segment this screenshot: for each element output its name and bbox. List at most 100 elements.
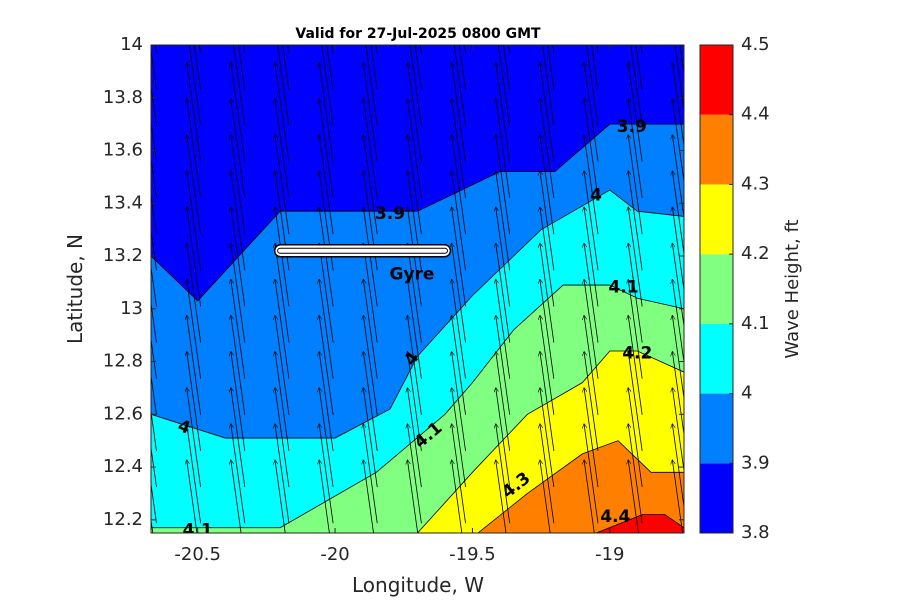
- wind-arrow: [363, 63, 378, 162]
- colorbar-band: [700, 393, 733, 464]
- wind-arrow: [407, 388, 422, 488]
- wind-arrow: [496, 424, 511, 524]
- contour-label: 3.9: [617, 117, 647, 137]
- wind-arrow: [187, 135, 202, 235]
- wind-arrow: [319, 424, 334, 524]
- y-tick-label: 12.2: [103, 509, 143, 530]
- wind-arrow: [363, 279, 378, 379]
- wind-arrow: [319, 279, 334, 379]
- wind-arrow: [452, 171, 466, 271]
- wind-arrow: [452, 460, 463, 533]
- wind-arrow: [151, 445, 157, 488]
- wind-arrow: [275, 388, 290, 488]
- wind-arrow: [584, 316, 599, 415]
- wind-arrow: [584, 388, 599, 488]
- contour-line-4.2: [417, 350, 684, 533]
- wind-arrow: [496, 388, 511, 488]
- wind-arrow: [231, 388, 246, 488]
- gyre-marker: [273, 244, 452, 258]
- wind-arrow: [584, 279, 599, 379]
- wind-arrow: [452, 207, 466, 307]
- y-tick-label: 13.4: [103, 192, 143, 213]
- wind-arrow: [540, 207, 555, 307]
- wind-arrow: [628, 279, 643, 379]
- wind-arrow: [452, 279, 466, 379]
- wind-arrow: [151, 192, 157, 235]
- colorbar-tick-label: 4.3: [741, 173, 770, 194]
- wind-arrow: [628, 243, 643, 343]
- wind-arrow: [275, 460, 286, 533]
- y-axis: 12.2 12.4 12.6 12.8 13 13.2 13.4 13.6 13.8 14: [103, 34, 684, 530]
- x-tick-label: -20.5: [174, 544, 221, 565]
- colorbar-tick-label: 4.4: [741, 104, 770, 125]
- wind-arrow: [363, 352, 378, 452]
- band-4.3: [477, 440, 684, 533]
- wind-arrow: [363, 316, 378, 415]
- wind-arrow: [591, 45, 599, 90]
- wind-arrow: [231, 171, 246, 271]
- wind-arrow: [496, 171, 511, 271]
- wind-arrow: [231, 207, 246, 307]
- wind-arrow: [503, 45, 511, 90]
- wind-arrow: [540, 460, 551, 533]
- colorbar-tick-label: 4.2: [741, 243, 770, 264]
- contour-label: 4.2: [622, 344, 652, 364]
- colorbar-band: [700, 463, 733, 533]
- contour-line-4.4: [595, 514, 684, 533]
- wind-arrow: [496, 63, 511, 162]
- wind-arrow: [540, 316, 555, 415]
- wind-arrow: [407, 135, 422, 235]
- wind-arrow: [628, 424, 643, 524]
- wind-arrow: [275, 316, 290, 415]
- wind-arrow: [151, 408, 157, 452]
- wind-arrow: [452, 316, 466, 415]
- wind-arrow: [407, 316, 422, 415]
- wind-arrow: [231, 63, 246, 162]
- wind-arrow: [584, 460, 595, 533]
- wind-arrow: [497, 45, 511, 126]
- colorbar-tick-label: 3.8: [741, 522, 770, 543]
- wind-arrow: [628, 207, 643, 307]
- y-tick-label: 14: [120, 34, 143, 55]
- wind-arrow: [231, 135, 246, 235]
- wind-arrow: [365, 45, 378, 126]
- y-tick-label: 13: [120, 298, 143, 319]
- y-tick-label: 12.6: [103, 403, 143, 424]
- wind-arrow: [628, 460, 639, 533]
- wind-arrow: [496, 316, 511, 415]
- contour-label: 4.1: [608, 278, 638, 298]
- wind-arrow: [547, 45, 555, 90]
- wind-arrow: [584, 243, 599, 343]
- x-axis-label: Longitude, W: [352, 573, 484, 597]
- colorbar: 3.8 3.9 4 4.1 4.2 4.3 4.4 4.5: [699, 34, 770, 543]
- y-tick-label: 13.8: [103, 87, 143, 108]
- wind-arrow: [540, 243, 555, 343]
- wind-arrow: [187, 99, 202, 199]
- wind-arrow: [452, 352, 466, 452]
- wind-arrow: [319, 135, 334, 235]
- wind-arrow: [363, 99, 378, 199]
- wind-arrow: [409, 45, 422, 126]
- wind-arrow: [628, 171, 643, 271]
- contour-line-4: [151, 189, 684, 439]
- wind-arrow: [584, 352, 599, 452]
- wind-arrow: [151, 300, 157, 343]
- gyre-label: Gyre: [390, 264, 435, 284]
- wind-arrow: [628, 135, 643, 235]
- wind-arrow: [363, 424, 378, 524]
- wind-arrow: [187, 316, 202, 415]
- band-4.4: [596, 514, 684, 533]
- wind-arrow: [187, 279, 202, 379]
- contour-label: 4.4: [600, 507, 630, 527]
- wind-arrow: [635, 45, 643, 90]
- wind-arrow: [151, 83, 157, 126]
- wind-arrow: [672, 460, 684, 533]
- wind-arrow: [326, 45, 334, 90]
- wind-arrow: [231, 316, 246, 415]
- x-axis: -20.5 -20 -19.5 -19: [174, 45, 625, 565]
- contour-line-3.9: [151, 123, 684, 302]
- wind-arrow: [319, 352, 334, 452]
